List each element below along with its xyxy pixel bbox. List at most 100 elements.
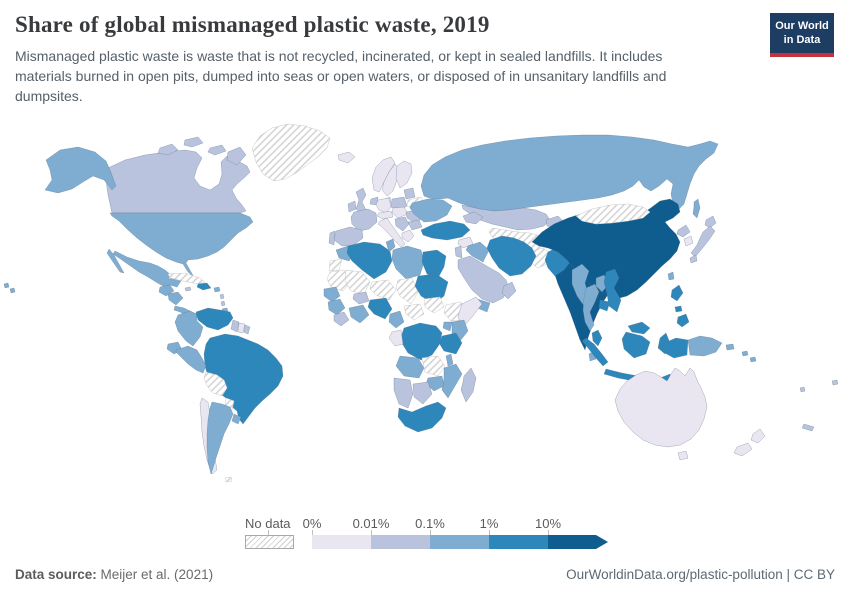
country-cameroon[interactable] (388, 310, 405, 329)
country-balkans[interactable] (394, 216, 410, 232)
country-canada-island[interactable] (157, 143, 179, 156)
country-central-african-republic[interactable] (403, 303, 425, 321)
country-senegal[interactable] (323, 286, 341, 303)
country-philippines-visayas[interactable] (674, 305, 683, 313)
country-usa-hawaii[interactable] (3, 282, 10, 289)
country-uruguay[interactable] (231, 413, 242, 425)
country-vanuatu[interactable] (799, 386, 806, 393)
country-canada-baffin[interactable] (226, 146, 247, 166)
country-mali[interactable] (344, 269, 371, 295)
country-chad[interactable] (395, 277, 419, 305)
country-ukraine[interactable] (409, 198, 453, 223)
country-germany[interactable] (375, 197, 392, 214)
country-niger[interactable] (369, 279, 397, 301)
country-zambia[interactable] (421, 355, 446, 377)
country-mexico-baja[interactable] (106, 248, 125, 274)
country-ireland[interactable] (347, 200, 357, 213)
country-iceland[interactable] (337, 151, 356, 164)
country-malawi[interactable] (445, 353, 454, 367)
legend-bin-1[interactable] (371, 535, 430, 549)
country-tanzania[interactable] (438, 332, 463, 355)
country-norway[interactable] (371, 156, 396, 193)
country-peru[interactable] (175, 345, 207, 374)
legend-bin-4[interactable] (548, 535, 608, 549)
country-turkey[interactable] (420, 220, 471, 241)
country-mexico[interactable] (112, 250, 182, 288)
country-hispaniola[interactable] (196, 282, 212, 291)
country-namibia[interactable] (393, 377, 414, 409)
country-south-sudan[interactable] (423, 296, 445, 314)
country-guyana[interactable] (230, 319, 240, 333)
country-portugal[interactable] (328, 230, 336, 246)
country-oman[interactable] (501, 281, 517, 300)
country-madagascar[interactable] (460, 367, 477, 403)
country-uganda[interactable] (442, 321, 453, 332)
country-usa-hawaii[interactable] (9, 287, 16, 294)
country-png-new-britain[interactable] (725, 343, 735, 351)
country-usa[interactable] (109, 212, 254, 278)
legend-bin-2[interactable] (430, 535, 489, 549)
country-japan-kyushu[interactable] (689, 254, 698, 264)
country-mozambique[interactable] (441, 363, 463, 399)
country-solomon-islands[interactable] (749, 356, 757, 363)
country-canada-island[interactable] (183, 136, 204, 148)
owid-logo[interactable]: Our World in Data (770, 13, 834, 57)
country-angola[interactable] (395, 355, 425, 379)
country-czechia-hungary[interactable] (391, 206, 409, 219)
country-australia-tasmania[interactable] (677, 450, 689, 461)
country-algeria[interactable] (346, 241, 393, 280)
country-french-guiana[interactable] (243, 324, 251, 335)
country-guinea[interactable] (327, 298, 346, 316)
country-fiji[interactable] (831, 379, 839, 386)
country-philippines-mindanao[interactable] (676, 313, 690, 328)
country-australia[interactable] (614, 367, 708, 448)
country-new-caledonia[interactable] (801, 423, 815, 432)
owid-footer-link[interactable]: OurWorldinData.org/plastic-pollution | C… (566, 567, 835, 582)
country-gabon-congo[interactable] (388, 329, 404, 347)
country-caucasus[interactable] (462, 211, 484, 225)
legend-bin-3[interactable] (489, 535, 548, 549)
country-jamaica[interactable] (184, 286, 192, 292)
country-philippines-luzon[interactable] (670, 284, 684, 302)
country-new-zealand-south[interactable] (733, 442, 753, 457)
country-south-korea[interactable] (683, 235, 694, 247)
country-japan-honshu[interactable] (690, 225, 716, 258)
country-indonesia-kalimantan[interactable] (621, 331, 651, 359)
country-lesser-antilles[interactable] (220, 300, 226, 307)
country-mauritania[interactable] (326, 269, 351, 292)
country-tunisia[interactable] (385, 238, 396, 253)
country-puerto-rico[interactable] (213, 286, 221, 293)
country-indonesia-papua[interactable] (661, 337, 689, 359)
country-burkina-faso[interactable] (352, 291, 370, 305)
country-russia-sakhalin[interactable] (692, 198, 701, 219)
country-usa-alaska[interactable] (44, 146, 117, 194)
country-lesser-antilles[interactable] (219, 293, 225, 300)
country-libya[interactable] (391, 245, 425, 280)
country-france[interactable] (350, 208, 378, 232)
country-falkland-islands[interactable] (224, 476, 233, 483)
country-canada[interactable] (105, 149, 251, 214)
country-indonesia-sumatra[interactable] (581, 337, 609, 367)
country-mongolia[interactable] (575, 203, 651, 225)
country-suriname[interactable] (237, 322, 246, 334)
country-botswana[interactable] (412, 381, 433, 405)
country-japan-hokkaido[interactable] (704, 215, 717, 229)
legend-no-data-swatch[interactable] (245, 535, 294, 549)
country-western-sahara[interactable] (328, 258, 343, 272)
country-venezuela[interactable] (195, 307, 234, 331)
country-sierra-leone-liberia[interactable] (333, 311, 350, 327)
country-new-zealand-north[interactable] (750, 428, 766, 444)
country-malaysia-peninsula[interactable] (591, 329, 603, 347)
country-greece[interactable] (401, 229, 415, 243)
legend-bin-0[interactable] (312, 535, 371, 549)
country-iraq[interactable] (465, 241, 490, 263)
country-jordan-israel[interactable] (454, 245, 463, 259)
country-switzerland-austria[interactable] (376, 210, 394, 220)
country-taiwan[interactable] (667, 271, 675, 281)
country-papua-new-guinea[interactable] (687, 335, 723, 357)
country-nigeria[interactable] (367, 297, 393, 320)
country-drc[interactable] (399, 322, 443, 361)
country-south-africa[interactable] (397, 401, 447, 433)
country-vietnam[interactable] (603, 268, 622, 313)
country-russia[interactable] (420, 134, 719, 212)
